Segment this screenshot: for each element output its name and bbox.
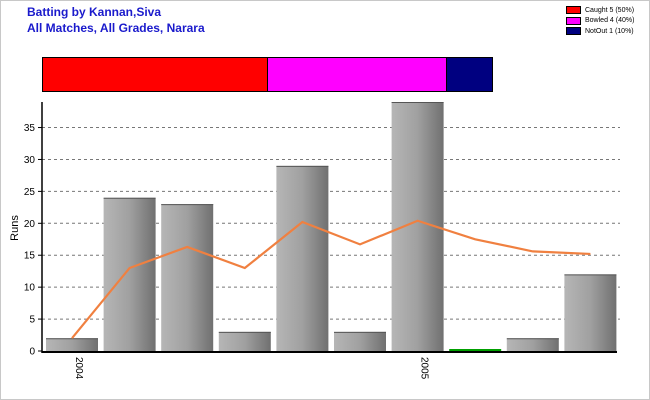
y-tick-label: 20 <box>24 219 36 230</box>
dismissal-distribution-bar <box>42 57 493 92</box>
legend-label-bowled: Bowled 4 (40%) <box>585 17 635 24</box>
legend-swatch-notout <box>566 27 581 35</box>
bars <box>46 102 617 351</box>
y-tick-label: 10 <box>24 283 36 294</box>
bar <box>161 204 214 351</box>
legend-item-notout: NotOut 1 (10%) <box>566 26 634 36</box>
legend-item-bowled: Bowled 4 (40%) <box>566 16 634 26</box>
dismissal-segment-caught <box>43 58 267 91</box>
bar <box>564 274 617 351</box>
y-tick-label: 15 <box>24 251 36 262</box>
average-line-path <box>71 219 591 339</box>
legend-label-notout: NotOut 1 (10%) <box>585 27 634 35</box>
bar <box>103 197 156 351</box>
chart-subtitle: All Matches, All Grades, Narara <box>27 21 205 35</box>
average-line <box>71 219 591 339</box>
dismissal-segment-bowled <box>266 58 447 91</box>
x-tick-label: 2005 <box>419 357 430 380</box>
bar <box>506 338 559 351</box>
axes <box>41 102 617 353</box>
bar <box>276 165 329 351</box>
bar <box>46 338 98 351</box>
y-axis-label: Runs <box>9 215 21 241</box>
y-tick-label: 5 <box>29 315 35 326</box>
y-axis-ticks: 0 5 10 15 20 25 30 35 <box>24 123 42 358</box>
y-tick-label: 25 <box>24 187 36 198</box>
legend-swatch-caught <box>566 6 581 14</box>
x-tick-label: 2004 <box>73 357 84 380</box>
legend: Caught 5 (50%) Bowled 4 (40%) NotOut 1 (… <box>566 5 634 37</box>
y-tick-label: 30 <box>24 155 36 166</box>
chart-title: Batting by Kannan,Siva <box>27 5 162 19</box>
y-tick-label: 35 <box>24 123 36 134</box>
dismissal-segment-notout <box>446 58 492 91</box>
legend-swatch-bowled <box>566 16 581 25</box>
bar-notout <box>449 349 502 351</box>
legend-label-caught: Caught 5 (50%) <box>585 6 635 14</box>
y-tick-label: 0 <box>29 347 35 358</box>
x-axis-ticks: 2004 2005 <box>73 357 430 380</box>
bar <box>218 331 271 351</box>
legend-item-caught: Caught 5 (50%) <box>566 5 634 15</box>
bar <box>334 331 386 351</box>
